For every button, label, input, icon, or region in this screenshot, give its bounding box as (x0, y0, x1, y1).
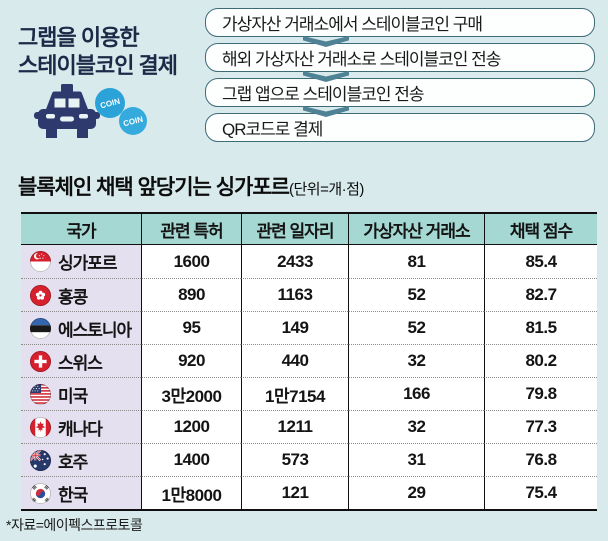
flag-switzerland-icon (30, 350, 51, 372)
jobs-value: 1만7154 (241, 377, 348, 410)
flow-step-3: 그랩 앱으로 스테이블코인 전송 (205, 78, 595, 107)
patents-value: 1400 (141, 443, 241, 476)
flag-usa-icon (30, 383, 51, 405)
table-title: 블록체인 채택 앞당기는 싱가포르(단위=개·점) (18, 171, 364, 201)
exchanges-value: 32 (348, 410, 484, 443)
table-header-row: 국가 관련 특허 관련 일자리 가상자산 거래소 채택 점수 (21, 214, 597, 245)
col-header-exchanges: 가상자산 거래소 (348, 214, 484, 245)
jobs-value: 1211 (241, 410, 348, 443)
taxi-icon: COIN COIN (34, 84, 147, 138)
table-row: 한국 1만8000 121 29 75.4 (21, 476, 597, 509)
flow-step-1: 가상자산 거래소에서 스테이블코인 구매 (205, 8, 595, 37)
page-title-line2: 스테이블코인 결제 (18, 53, 178, 78)
table-unit-label: (단위=개·점) (288, 181, 364, 198)
score-value: 81.5 (484, 311, 597, 344)
patents-value: 3만2000 (141, 377, 241, 410)
flow-step-3-label: 그랩 앱으로 스테이블코인 전송 (222, 85, 424, 104)
exchanges-value: 166 (348, 377, 484, 410)
exchanges-value: 52 (348, 278, 484, 311)
source-note: *자료=에이펙스프로토콜 (6, 517, 143, 533)
score-value: 76.8 (484, 443, 597, 476)
table-row: 미국 3만2000 1만7154 166 79.8 (21, 377, 597, 410)
col-header-country: 국가 (21, 214, 141, 245)
exchanges-value: 81 (348, 245, 484, 278)
flag-estonia-icon (30, 317, 51, 339)
flag-korea-icon (30, 482, 51, 504)
score-value: 79.8 (484, 377, 597, 410)
table-row: 호주 1400 573 31 76.8 (21, 443, 597, 476)
flow-step-4: QR코드로 결제 (205, 113, 595, 142)
country-name: 캐나다 (58, 419, 103, 439)
flag-canada-icon (30, 416, 51, 438)
flag-hongkong-icon (30, 284, 51, 306)
jobs-value: 2433 (241, 245, 348, 278)
flow-step-2-label: 해외 가상자산 거래소로 스테이블코인 전송 (222, 50, 501, 69)
flow-step-4-label: QR코드로 결제 (222, 120, 323, 139)
patents-value: 1만8000 (141, 476, 241, 509)
country-name: 한국 (58, 485, 88, 505)
col-header-score: 채택 점수 (484, 214, 597, 245)
down-arrow-icon (303, 71, 349, 82)
table-row: 싱가포르 1600 2433 81 85.4 (21, 245, 597, 278)
patents-value: 95 (141, 311, 241, 344)
patents-value: 1200 (141, 410, 241, 443)
country-name: 호주 (58, 452, 88, 472)
country-name: 싱가포르 (58, 254, 118, 273)
score-value: 80.2 (484, 344, 597, 377)
table-row: 캐나다 1200 1211 32 77.3 (21, 410, 597, 443)
score-value: 77.3 (484, 410, 597, 443)
jobs-value: 1163 (241, 278, 348, 311)
jobs-value: 573 (241, 443, 348, 476)
patents-value: 1600 (141, 245, 241, 278)
down-arrow-icon (303, 106, 349, 117)
page-title-line1: 그랩을 이용한 (18, 25, 140, 50)
country-name: 미국 (58, 386, 88, 406)
jobs-value: 440 (241, 344, 348, 377)
exchanges-value: 32 (348, 344, 484, 377)
exchanges-value: 31 (348, 443, 484, 476)
table-row: 홍콩 890 1163 52 82.7 (21, 278, 597, 311)
exchanges-value: 52 (348, 311, 484, 344)
flow-step-2: 해외 가상자산 거래소로 스테이블코인 전송 (205, 43, 595, 72)
flag-singapore-icon (30, 251, 51, 272)
country-name: 에스토니아 (58, 320, 132, 340)
jobs-value: 149 (241, 311, 348, 344)
down-arrow-icon (303, 36, 349, 47)
country-name: 스위스 (58, 353, 103, 373)
patents-value: 890 (141, 278, 241, 311)
score-value: 75.4 (484, 476, 597, 509)
exchanges-value: 29 (348, 476, 484, 509)
table-title-text: 블록체인 채택 앞당기는 싱가포르 (18, 176, 290, 199)
table-row: 에스토니아 95 149 52 81.5 (21, 311, 597, 344)
table-row: 스위스 920 440 32 80.2 (21, 344, 597, 377)
jobs-value: 121 (241, 476, 348, 509)
patents-value: 920 (141, 344, 241, 377)
coin-icon: COIN COIN (95, 88, 147, 135)
country-table: 국가 관련 특허 관련 일자리 가상자산 거래소 채택 점수 (21, 212, 597, 511)
flag-australia-icon (30, 449, 51, 471)
flow-step-1-label: 가상자산 거래소에서 스테이블코인 구매 (222, 15, 483, 34)
score-value: 82.7 (484, 278, 597, 311)
score-value: 85.4 (484, 245, 597, 278)
country-name: 홍콩 (58, 287, 88, 307)
page-title: 그랩을 이용한 스테이블코인 결제 (18, 24, 178, 80)
col-header-jobs: 관련 일자리 (241, 214, 348, 245)
col-header-patents: 관련 특허 (141, 214, 241, 245)
